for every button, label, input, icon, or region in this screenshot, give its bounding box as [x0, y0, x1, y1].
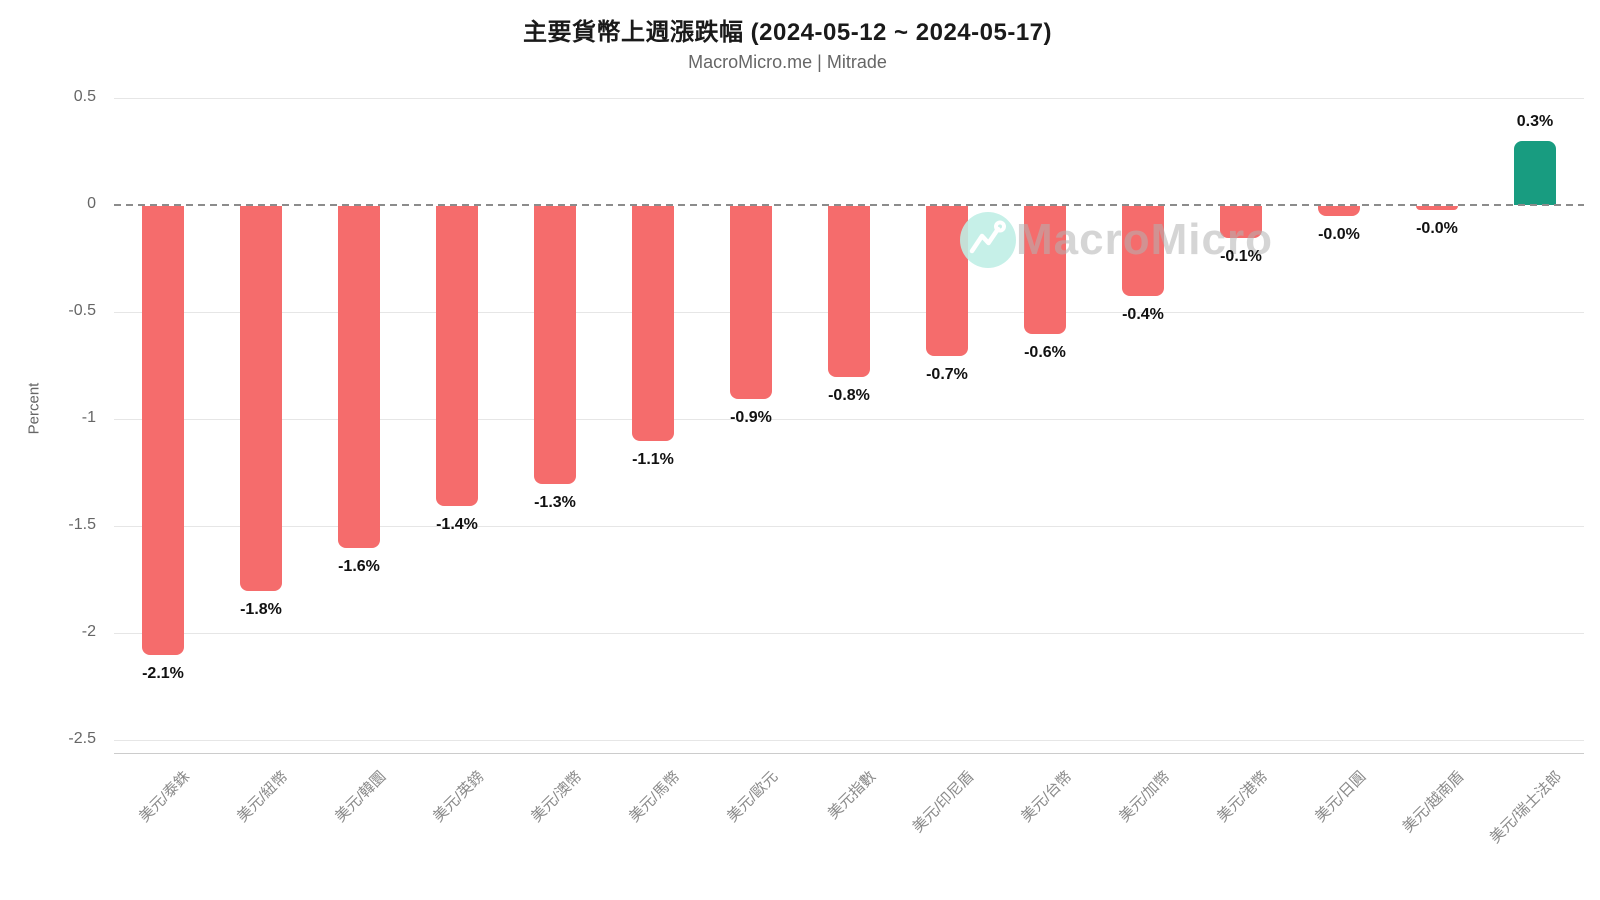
chart-title: 主要貨幣上週漲跌幅 (2024-05-12 ~ 2024-05-17)	[522, 19, 1053, 46]
x-category-label: 美元/日圓	[1311, 768, 1370, 826]
y-tick-label: 0.5	[73, 88, 96, 105]
bar[interactable]	[338, 206, 380, 549]
chart-subtitle: MacroMicro.me | Mitrade	[688, 52, 887, 72]
bar-value-label: 0.3%	[1516, 112, 1554, 130]
x-category-label: 美元/澳幣	[527, 768, 586, 826]
bar[interactable]	[1318, 206, 1360, 216]
grid-line	[114, 526, 1584, 527]
bar[interactable]	[436, 206, 478, 506]
bar-value-label: -1.1%	[632, 451, 674, 469]
bar[interactable]	[1024, 206, 1066, 335]
x-category-label: 美元/紐幣	[233, 768, 292, 826]
bar-value-label: -0.0%	[1416, 220, 1458, 238]
grid-line	[114, 633, 1584, 634]
bar-value-label: -0.7%	[926, 365, 968, 383]
y-tick-label: -2	[81, 623, 96, 640]
x-axis-line	[114, 753, 1584, 754]
bar[interactable]	[1122, 206, 1164, 296]
bar-value-label: -0.9%	[730, 408, 772, 426]
bar-value-label: -1.8%	[240, 601, 282, 619]
bar[interactable]	[730, 206, 772, 399]
x-category-label: 美元/印尼盾	[909, 768, 978, 837]
bar-value-label: -1.6%	[338, 558, 380, 576]
bar[interactable]	[240, 206, 282, 592]
bar[interactable]	[534, 206, 576, 485]
x-category-label: 美元/越南盾	[1399, 768, 1468, 837]
x-category-label: 美元/港幣	[1213, 768, 1272, 826]
grid-line	[114, 419, 1584, 420]
bar-value-label: -0.0%	[1318, 225, 1360, 243]
y-tick-label: -1	[81, 409, 96, 426]
x-category-label: 美元/英鎊	[429, 768, 488, 826]
bar[interactable]	[632, 206, 674, 442]
x-category-label: 美元指數	[824, 768, 880, 823]
grid-line	[114, 740, 1584, 741]
bar-value-label: -1.4%	[436, 515, 478, 533]
bar[interactable]	[926, 206, 968, 356]
x-category-label: 美元/韓圜	[331, 768, 390, 826]
x-category-label: 美元/加幣	[1115, 768, 1174, 826]
bar-value-label: -0.1%	[1220, 248, 1262, 266]
bar[interactable]	[828, 206, 870, 378]
y-tick-label: -1.5	[68, 516, 96, 533]
bar[interactable]	[1416, 206, 1458, 211]
zero-line	[114, 204, 1584, 206]
bar[interactable]	[142, 206, 184, 656]
bar-value-label: -0.6%	[1024, 344, 1066, 362]
bar-value-label: -0.4%	[1122, 305, 1164, 323]
bar[interactable]	[1220, 206, 1262, 239]
x-category-label: 美元/瑞士法郎	[1486, 768, 1566, 847]
bar-value-label: -0.8%	[828, 387, 870, 405]
x-category-label: 美元/台幣	[1017, 768, 1076, 826]
x-category-label: 美元/馬幣	[625, 768, 684, 826]
y-tick-label: -0.5	[68, 302, 96, 319]
grid-line	[114, 98, 1584, 99]
bar-value-label: -1.3%	[534, 494, 576, 512]
y-tick-label: 0	[87, 195, 96, 212]
x-category-label: 美元/歐元	[723, 768, 782, 826]
bar-value-label: -2.1%	[142, 665, 184, 683]
bar[interactable]	[1514, 140, 1556, 205]
y-tick-label: -2.5	[68, 730, 96, 747]
x-category-label: 美元/泰銖	[135, 768, 194, 826]
